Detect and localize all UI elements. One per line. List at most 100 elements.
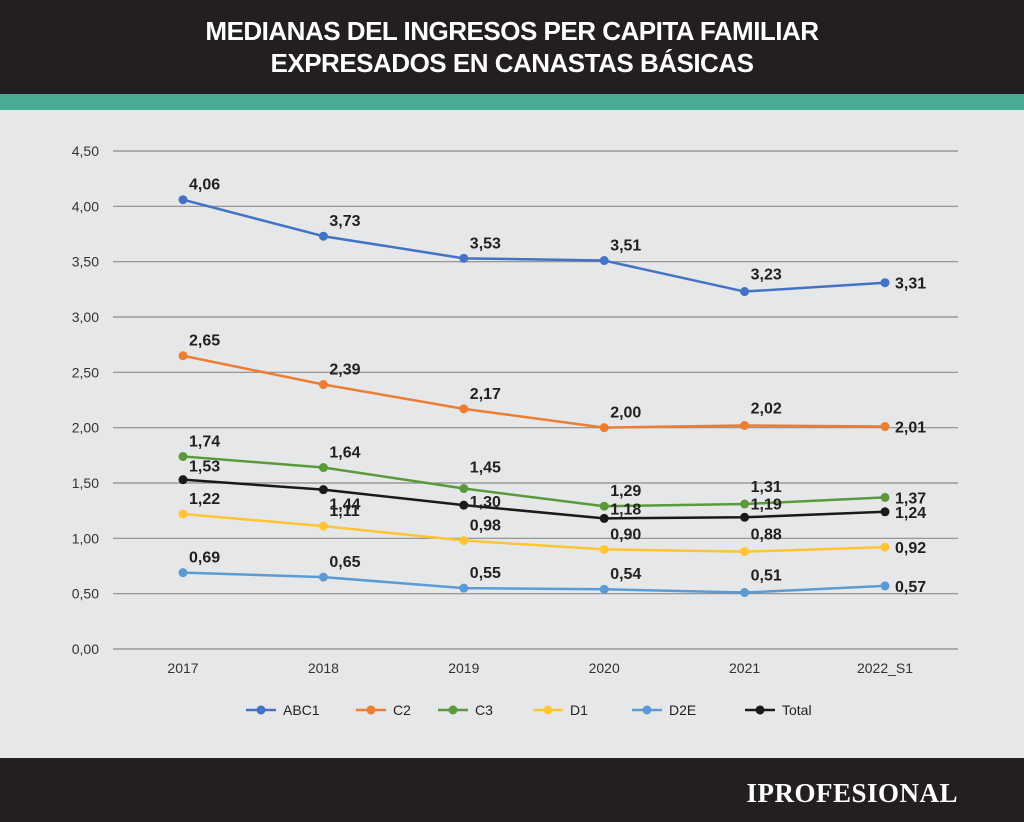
data-label-c2: 2,02 [751,400,782,417]
data-point-total [599,513,609,523]
legend-marker-d2e [642,705,652,715]
data-point-d2e [740,588,750,598]
data-point-total [178,475,188,485]
data-point-total [318,485,328,495]
data-point-c3 [459,484,469,494]
footer: IPROFESIONAL [0,758,1024,822]
x-tick-label: 2017 [167,660,198,676]
series-line-d2e [182,571,886,594]
data-point-c3 [880,492,890,502]
data-label-total: 1,53 [189,459,220,476]
data-point-d1 [459,536,469,546]
data-point-d2e [459,583,469,593]
line-chart: 0,00 0,50 1,00 1,50 2,00 2,50 3,00 3,50 4,00 4,50… [72,143,958,718]
x-tick-label: 2022_S1 [857,660,913,676]
y-tick-label: 3,00 [72,309,99,325]
data-point-c3 [178,451,188,461]
data-label-d2e: 0,57 [895,579,926,596]
data-label-c3: 1,37 [895,490,926,507]
data-point-c2 [740,420,750,430]
data-point-d1 [880,542,890,552]
y-tick-label: 0,50 [72,586,99,602]
data-point-d2e [599,584,609,594]
data-label-c2: 2,39 [329,362,360,379]
data-point-c2 [599,423,609,433]
data-point-c3 [318,463,328,473]
data-label-total: 1,44 [329,497,360,514]
brand-logo: IPROFESIONAL [746,778,958,808]
data-label-c3: 1,45 [470,460,501,477]
series-line-total [182,478,886,520]
data-label-d1: 0,92 [895,540,926,557]
data-label-d1: 1,11 [329,503,359,520]
data-point-total [880,507,890,517]
data-label-d2e: 0,54 [610,566,641,583]
legend-label-c2: C2 [393,702,411,718]
data-point-abc1 [740,287,750,297]
data-point-d1 [599,544,609,554]
data-point-total [459,500,469,510]
chart-title-line-1: MEDIANAS DEL INGRESOS PER CAPITA FAMILIA… [205,16,819,46]
data-label-d2e: 0,51 [751,568,782,585]
data-label-c3: 1,64 [329,445,360,462]
legend-label-abc1: ABC1 [283,702,320,718]
data-point-d2e [318,572,328,582]
y-tick-label: 4,50 [72,143,99,159]
data-label-c2: 2,17 [470,386,501,403]
x-tick-label: 2019 [448,660,479,676]
data-label-c3: 1,74 [189,433,220,450]
legend-marker-abc1 [256,705,266,715]
data-label-total: 1,24 [895,505,926,522]
data-label-d2e: 0,65 [329,554,360,571]
accent-bar [0,94,1024,110]
chart-header: MEDIANAS DEL INGRESOS PER CAPITA FAMILIA… [0,0,1024,94]
data-label-abc1: 3,53 [470,235,501,252]
data-point-abc1 [318,231,328,241]
legend-label-d1: D1 [570,702,588,718]
data-label-d1: 1,22 [189,491,220,508]
data-label-d1: 0,98 [470,518,501,535]
series-line-d1 [182,512,886,553]
legend-marker-c3 [448,705,458,715]
y-tick-label: 1,00 [72,530,99,546]
series-line-c3 [182,455,886,508]
series-line-abc1 [182,198,886,293]
data-point-total [740,512,750,522]
data-label-d2e: 0,55 [470,565,501,582]
data-point-c3 [740,499,750,509]
data-point-c2 [880,422,890,432]
y-tick-label: 3,50 [72,254,99,270]
legend-marker-c2 [366,705,376,715]
y-tick-label: 2,50 [72,364,99,380]
series-line-c2 [182,354,886,429]
data-point-d1 [740,547,750,557]
legend-label-c3: C3 [475,702,493,718]
y-tick-label: 0,00 [72,641,99,657]
data-label-total: 1,30 [470,494,501,511]
data-point-abc1 [178,195,188,205]
data-point-c2 [318,380,328,390]
data-label-c2: 2,00 [610,405,641,422]
data-point-c3 [599,501,609,511]
data-label-total: 1,19 [751,496,782,513]
y-tick-label: 4,00 [72,198,99,214]
data-point-d2e [880,581,890,591]
data-point-d2e [178,568,188,578]
data-label-c3: 1,31 [751,479,782,496]
data-label-d1: 0,88 [751,527,782,544]
legend-marker-d1 [543,705,553,715]
data-point-abc1 [459,253,469,263]
data-point-abc1 [599,256,609,266]
data-point-d1 [318,521,328,531]
legend-label-total: Total [782,702,812,718]
data-label-abc1: 3,51 [610,238,641,255]
x-tick-label: 2020 [589,660,620,676]
data-point-c2 [459,404,469,414]
data-label-c3: 1,29 [610,483,641,500]
y-tick-label: 1,50 [72,475,99,491]
chart-title-line-2: EXPRESADOS EN CANASTAS BÁSICAS [270,48,754,78]
legend-marker-total [755,705,765,715]
x-tick-label: 2021 [729,660,760,676]
data-label-total: 1,18 [610,501,641,518]
data-point-d1 [178,509,188,519]
